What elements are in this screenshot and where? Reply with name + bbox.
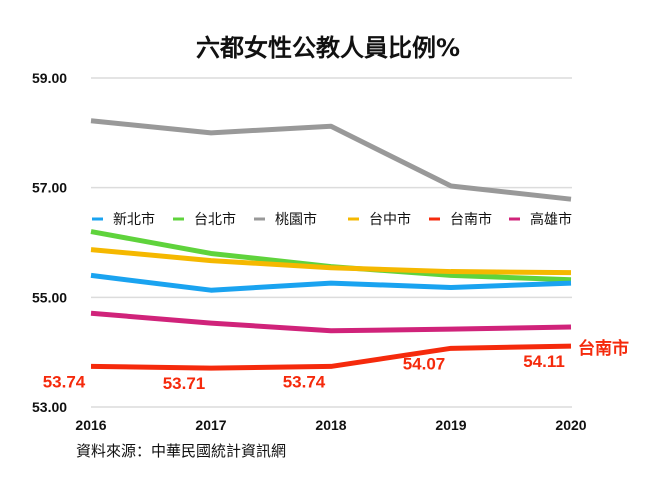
data-label: 54.07 [403,354,446,373]
series-end-label: 台南市 [578,338,629,358]
series-line-高雄市 [90,310,572,334]
legend-label: 新北市 [113,211,155,228]
data-label: 54.11 [523,352,565,371]
x-tick-label: 2019 [435,417,466,433]
series-line-新北市 [90,272,572,293]
data-label: 53.71 [163,374,206,393]
x-tick-label: 2017 [195,417,226,433]
y-tick-label: 55.00 [32,289,67,305]
legend-label: 台北市 [194,211,236,228]
data-label: 53.74 [43,372,86,391]
x-tick-label: 2018 [315,417,346,433]
legend-label: 高雄市 [530,211,572,228]
series-line-桃園市 [90,118,572,202]
y-tick-label: 59.00 [32,70,67,86]
legend-label: 桃園市 [275,211,317,228]
y-tick-label: 53.00 [32,399,67,415]
series-line-台中市 [90,247,572,276]
data-label: 53.74 [283,372,326,391]
x-tick-label: 2016 [75,417,106,433]
x-tick-label: 2020 [555,417,586,433]
legend-label: 台南市 [450,211,492,228]
chart-title: 六都女性公教人員比例% [195,34,461,62]
y-tick-label: 57.00 [32,180,67,196]
legend-label: 台中市 [369,211,411,228]
series-line-台南市 [90,343,572,371]
source-note: 資料來源：中華民國統計資訊網 [76,442,287,460]
